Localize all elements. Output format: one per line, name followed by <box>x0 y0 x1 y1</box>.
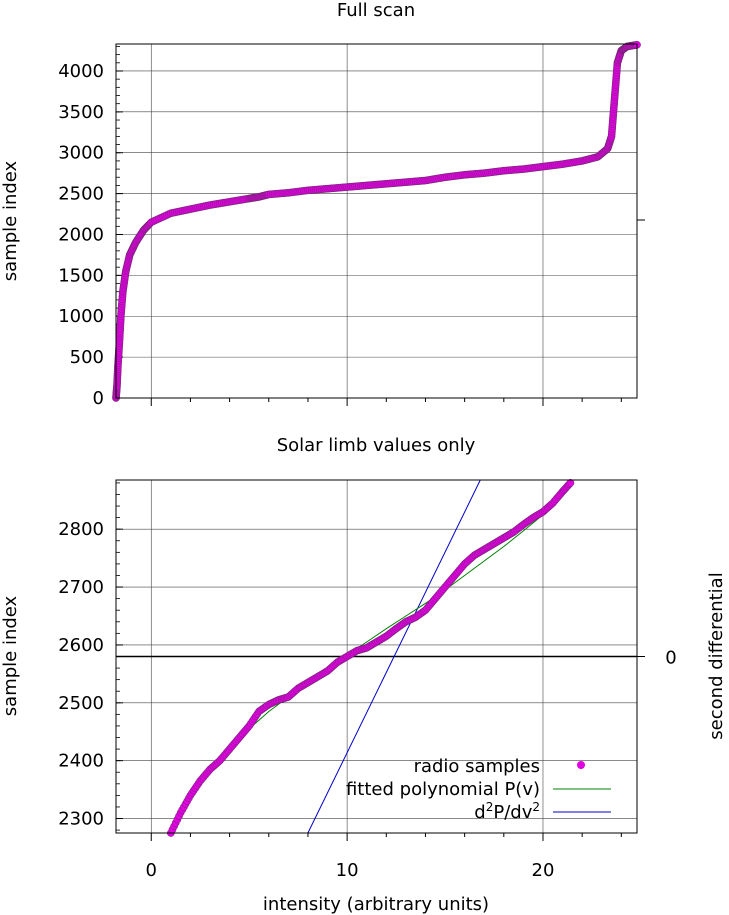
top-grid <box>116 44 637 399</box>
top-ytick-label-4000: 4000 <box>58 61 104 82</box>
top-ytick-label-1500: 1500 <box>58 265 104 286</box>
bottom-y-ticks: 2300 2400 2500 2600 2700 2800 <box>58 482 123 831</box>
second-differential-line <box>307 479 481 834</box>
top-ytick-label-3500: 3500 <box>58 102 104 123</box>
y2-tick-label-0: 0 <box>665 648 676 669</box>
legend: radio samples fitted polynomial P(v) d2P… <box>346 756 611 823</box>
top-ytick-label-1000: 1000 <box>58 306 104 327</box>
top-chart: Full scan sample index 0 500 1000 1500 2000 2… <box>0 0 645 409</box>
bot-ytick-label-2700: 2700 <box>58 577 104 598</box>
top-ytick-label-0: 0 <box>93 388 104 409</box>
bottom-plot-frame <box>115 479 638 834</box>
legend-d2-sup-2: 2 <box>532 800 540 814</box>
legend-d2-sup-1: 2 <box>486 800 494 814</box>
legend-d2-part-d: d <box>474 802 485 823</box>
bot-ytick-label-2600: 2600 <box>58 635 104 656</box>
top-y-axis-label: sample index <box>0 160 21 281</box>
bottom-x-ticks: 0 10 20 <box>146 833 622 881</box>
bot-xtick-label-10: 10 <box>336 860 359 881</box>
bot-xtick-label-0: 0 <box>146 860 157 881</box>
bot-ytick-label-2300: 2300 <box>58 809 104 830</box>
top-ytick-label-500: 500 <box>70 347 104 368</box>
legend-label-d2: d2P/dv2 <box>474 800 540 823</box>
top-ytick-label-2000: 2000 <box>58 224 104 245</box>
legend-label-fit: fitted polynomial P(v) <box>346 779 540 800</box>
top-plot-frame <box>115 43 638 399</box>
bottom-chart-title: Solar limb values only <box>277 435 476 456</box>
bottom-y2-axis-label: second differential <box>706 572 727 739</box>
bot-ytick-label-2400: 2400 <box>58 751 104 772</box>
bottom-x-axis-label: intensity (arbitrary units) <box>263 894 489 915</box>
bottom-chart: Solar limb values only sample index seco… <box>0 435 727 915</box>
top-ytick-label-3000: 3000 <box>58 143 104 164</box>
top-y-ticks: 0 500 1000 1500 2000 2500 3000 3500 4000 <box>58 46 123 409</box>
top-ytick-label-2500: 2500 <box>58 184 104 205</box>
bot-ytick-label-2500: 2500 <box>58 693 104 714</box>
top-chart-title: Full scan <box>337 0 415 21</box>
top-sample-points <box>112 40 641 402</box>
top-x-ticks <box>150 398 622 406</box>
legend-label-samples: radio samples <box>414 756 540 777</box>
legend-d2-part-mid: P/dv <box>493 802 532 823</box>
bottom-sample-point-246 <box>566 479 575 487</box>
bot-xtick-label-20: 20 <box>532 860 555 881</box>
bottom-y-axis-label: sample index <box>0 595 21 716</box>
bottom-sample-points <box>166 479 575 837</box>
legend-key-samples <box>577 761 585 769</box>
bot-ytick-label-2800: 2800 <box>58 519 104 540</box>
